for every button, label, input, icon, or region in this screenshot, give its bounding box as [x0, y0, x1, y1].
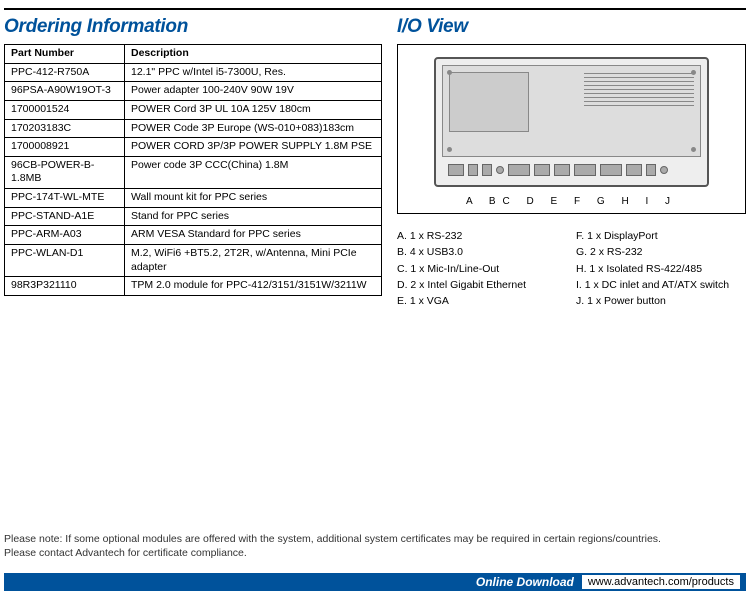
- table-row: PPC-174T-WL-MTEWall mount kit for PPC se…: [5, 189, 382, 208]
- cell-part: 96PSA-A90W19OT-3: [5, 82, 125, 101]
- port-icon: [660, 166, 668, 174]
- footer-url[interactable]: www.advantech.com/products: [582, 575, 740, 589]
- table-row: 96PSA-A90W19OT-3Power adapter 100-240V 9…: [5, 82, 382, 101]
- cell-part: 1700008921: [5, 138, 125, 157]
- table-row: PPC-412-R750A12.1" PPC w/Intel i5-7300U,…: [5, 63, 382, 82]
- table-row: PPC-STAND-A1EStand for PPC series: [5, 207, 382, 226]
- cell-part: 170203183C: [5, 119, 125, 138]
- port-icon: [468, 164, 478, 176]
- cell-part: PPC-ARM-A03: [5, 226, 125, 245]
- cell-desc: POWER Cord 3P UL 10A 125V 180cm: [125, 100, 382, 119]
- cell-part: PPC-WLAN-D1: [5, 245, 125, 277]
- cell-desc: M.2, WiFi6 +BT5.2, 2T2R, w/Antenna, Mini…: [125, 245, 382, 277]
- ordering-table: Part Number Description PPC-412-R750A12.…: [4, 44, 382, 296]
- io-diagram: A BC D E F G H I J: [397, 44, 746, 214]
- port-icon: [554, 164, 570, 176]
- port-icon: [574, 164, 596, 176]
- cell-desc: Power adapter 100-240V 90W 19V: [125, 82, 382, 101]
- port-icon: [482, 164, 492, 176]
- note-line-2: Please contact Advantech for certificate…: [4, 546, 746, 561]
- legend-item: C. 1 x Mic-In/Line-Out: [397, 261, 526, 277]
- ordering-column: Ordering Information Part Number Descrip…: [4, 16, 382, 309]
- port-icon: [646, 164, 656, 176]
- table-row: 1700001524POWER Cord 3P UL 10A 125V 180c…: [5, 100, 382, 119]
- cell-desc: ARM VESA Standard for PPC series: [125, 226, 382, 245]
- legend-item: E. 1 x VGA: [397, 293, 526, 309]
- footnote: Please note: If some optional modules ar…: [4, 532, 746, 561]
- ordering-heading: Ordering Information: [4, 16, 382, 38]
- table-row: 170203183CPOWER Code 3P Europe (WS-010+0…: [5, 119, 382, 138]
- cell-part: 98R3P321110: [5, 277, 125, 296]
- note-line-1: Please note: If some optional modules ar…: [4, 532, 746, 547]
- io-column: I/O View: [397, 16, 746, 309]
- cell-part: PPC-174T-WL-MTE: [5, 189, 125, 208]
- table-row: PPC-WLAN-D1M.2, WiFi6 +BT5.2, 2T2R, w/An…: [5, 245, 382, 277]
- top-rule: [4, 8, 746, 10]
- io-legend-left: A. 1 x RS-232B. 4 x USB3.0C. 1 x Mic-In/…: [397, 228, 526, 309]
- port-icon: [496, 166, 504, 174]
- cell-desc: POWER Code 3P Europe (WS-010+083)183cm: [125, 119, 382, 138]
- device-outline: [434, 57, 709, 187]
- port-icon: [600, 164, 622, 176]
- legend-item: H. 1 x Isolated RS-422/485: [576, 261, 729, 277]
- th-desc: Description: [125, 45, 382, 64]
- cell-desc: Wall mount kit for PPC series: [125, 189, 382, 208]
- legend-item: J. 1 x Power button: [576, 293, 729, 309]
- cell-part: 1700001524: [5, 100, 125, 119]
- footer-bar: Online Download www.advantech.com/produc…: [4, 573, 746, 591]
- footer-label: Online Download: [476, 575, 574, 589]
- device-inner: [442, 65, 701, 157]
- port-icon: [534, 164, 550, 176]
- panel-block: [449, 72, 529, 132]
- io-heading: I/O View: [397, 16, 746, 38]
- screw-icon: [691, 70, 696, 75]
- legend-item: I. 1 x DC inlet and AT/ATX switch: [576, 277, 729, 293]
- main-content: Ordering Information Part Number Descrip…: [0, 16, 750, 309]
- screw-icon: [691, 147, 696, 152]
- port-row: [448, 161, 695, 179]
- cell-desc: 12.1" PPC w/Intel i5-7300U, Res.: [125, 63, 382, 82]
- port-icon: [508, 164, 530, 176]
- cell-desc: POWER CORD 3P/3P POWER SUPPLY 1.8M PSE: [125, 138, 382, 157]
- port-icon: [626, 164, 642, 176]
- cell-part: 96CB-POWER-B-1.8MB: [5, 156, 125, 188]
- io-label-letters: A BC D E F G H I J: [398, 196, 745, 207]
- vent-lines: [584, 70, 694, 106]
- cell-desc: Stand for PPC series: [125, 207, 382, 226]
- table-row: 98R3P321110TPM 2.0 module for PPC-412/31…: [5, 277, 382, 296]
- screw-icon: [447, 70, 452, 75]
- legend-item: A. 1 x RS-232: [397, 228, 526, 244]
- legend-item: G. 2 x RS-232: [576, 244, 729, 260]
- th-part: Part Number: [5, 45, 125, 64]
- legend-item: B. 4 x USB3.0: [397, 244, 526, 260]
- io-legend-right: F. 1 x DisplayPortG. 2 x RS-232H. 1 x Is…: [576, 228, 729, 309]
- cell-desc: TPM 2.0 module for PPC-412/3151/3151W/32…: [125, 277, 382, 296]
- cell-desc: Power code 3P CCC(China) 1.8M: [125, 156, 382, 188]
- legend-item: F. 1 x DisplayPort: [576, 228, 729, 244]
- cell-part: PPC-412-R750A: [5, 63, 125, 82]
- port-icon: [448, 164, 464, 176]
- cell-part: PPC-STAND-A1E: [5, 207, 125, 226]
- screw-icon: [447, 147, 452, 152]
- table-row: 1700008921POWER CORD 3P/3P POWER SUPPLY …: [5, 138, 382, 157]
- table-row: 96CB-POWER-B-1.8MBPower code 3P CCC(Chin…: [5, 156, 382, 188]
- legend-item: D. 2 x Intel Gigabit Ethernet: [397, 277, 526, 293]
- table-row: PPC-ARM-A03ARM VESA Standard for PPC ser…: [5, 226, 382, 245]
- io-legend: A. 1 x RS-232B. 4 x USB3.0C. 1 x Mic-In/…: [397, 228, 746, 309]
